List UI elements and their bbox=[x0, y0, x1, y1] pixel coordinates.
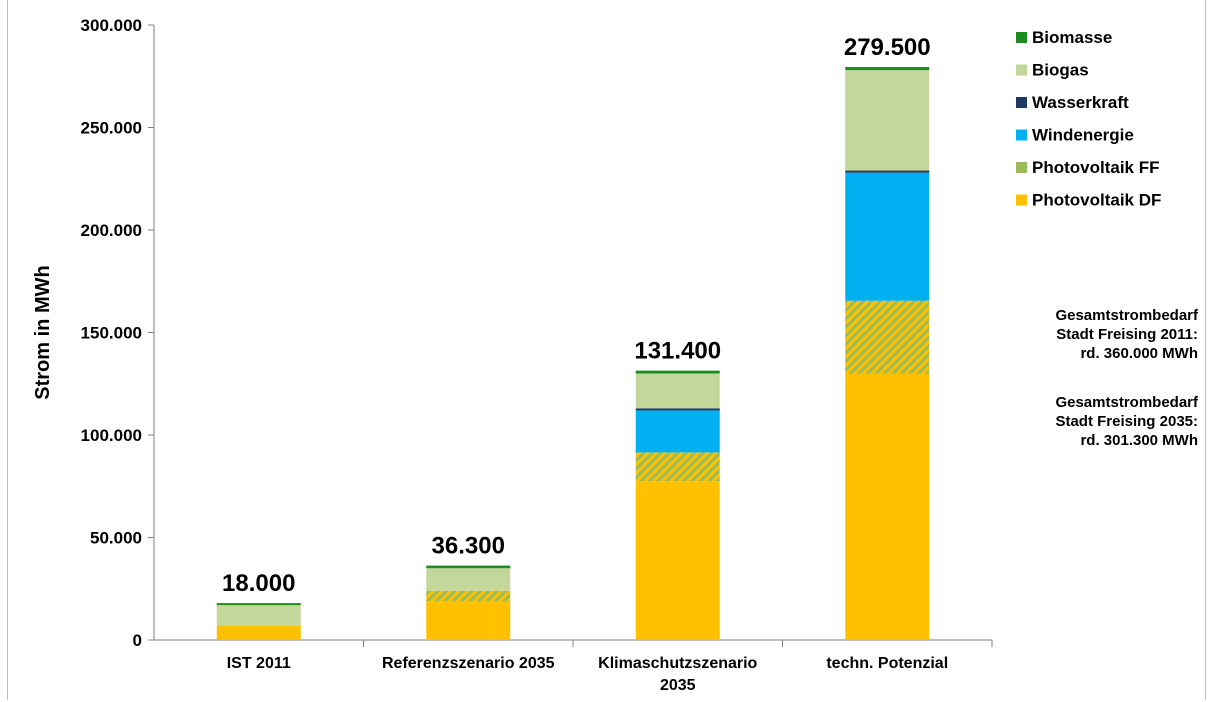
bar-segment-wasserkraft bbox=[845, 170, 930, 173]
bar-segment-photovoltaik-df bbox=[845, 373, 930, 640]
total-data-label: 18.000 bbox=[222, 570, 295, 597]
bar-segment-photovoltaik-df bbox=[216, 625, 301, 640]
labels: IST 2011 18.000 Referenzszenario 2035 36.30… bbox=[222, 34, 948, 694]
annotation-text: Gesamtstrombedarf bbox=[1055, 307, 1199, 324]
y-tick-label: 250.000 bbox=[81, 119, 142, 138]
x-tick-label: 2035 bbox=[660, 677, 696, 694]
legend-label: Photovoltaik FF bbox=[1032, 158, 1160, 177]
annotation-text: rd. 360.000 MWh bbox=[1080, 345, 1198, 362]
legend-label: Photovoltaik DF bbox=[1032, 191, 1161, 210]
legend-swatch bbox=[1016, 97, 1027, 108]
annotation-text: rd. 301.300 MWh bbox=[1080, 432, 1198, 449]
x-tick-label: Klimaschutzszenario bbox=[598, 655, 757, 672]
y-tick-label: 150.000 bbox=[81, 324, 142, 343]
legend-swatch bbox=[1016, 194, 1027, 206]
bar-segment-windenergie bbox=[845, 172, 930, 301]
bar-segment-wasserkraft bbox=[635, 408, 720, 411]
bar-segment-photovoltaik-ff bbox=[426, 590, 511, 602]
x-tick-label: techn. Potenzial bbox=[826, 655, 948, 672]
y-tick-label: 100.000 bbox=[81, 426, 142, 445]
bar-segment-biomasse bbox=[426, 565, 511, 569]
legend-swatch bbox=[1016, 32, 1027, 43]
annotations: Gesamtstrombedarf Stadt Freising 2011: rd.… bbox=[1055, 307, 1199, 449]
bar-segment-biogas bbox=[635, 373, 720, 409]
bar-segment-biomasse bbox=[635, 370, 720, 374]
bar-segment-biomasse bbox=[216, 603, 301, 606]
bar-segment-photovoltaik-ff bbox=[635, 452, 720, 482]
y-tick-label: 50.000 bbox=[90, 529, 142, 548]
legend-label: Biogas bbox=[1032, 61, 1089, 80]
y-tick-label: 200.000 bbox=[81, 221, 142, 240]
bar-segment-photovoltaik-df bbox=[426, 601, 511, 640]
legend-swatch bbox=[1016, 64, 1027, 76]
y-axis-title: Strom in MWh bbox=[32, 265, 54, 399]
x-tick-label: IST 2011 bbox=[227, 655, 291, 672]
y-tick-label: 300.000 bbox=[81, 16, 142, 35]
legend-label: Wasserkraft bbox=[1032, 93, 1129, 112]
y-tick-label: 0 bbox=[133, 631, 142, 650]
bar-segment-photovoltaik-df bbox=[635, 481, 720, 640]
legend-label: Windenergie bbox=[1032, 126, 1134, 145]
bars bbox=[216, 67, 930, 640]
bar-segment-biogas bbox=[426, 568, 511, 591]
bar-segment-windenergie bbox=[635, 410, 720, 453]
total-data-label: 279.500 bbox=[844, 34, 931, 61]
legend-label: Biomasse bbox=[1032, 28, 1112, 47]
bar-segment-biogas bbox=[216, 605, 301, 626]
legend: Biomasse Biogas Wasserkraft Windenergie Phot… bbox=[1016, 28, 1161, 210]
total-data-label: 131.400 bbox=[634, 338, 721, 365]
legend-swatch bbox=[1016, 129, 1027, 141]
annotation-text: Stadt Freising 2011: bbox=[1056, 326, 1198, 343]
chart-frame bbox=[7, 0, 1206, 700]
annotation-text: Gesamtstrombedarf bbox=[1055, 394, 1199, 411]
total-data-label: 36.300 bbox=[432, 533, 505, 560]
annotation-text: Stadt Freising 2035: bbox=[1055, 413, 1198, 430]
bar-segment-photovoltaik-ff bbox=[845, 300, 930, 374]
axes: 0 50.000 100.000 150.000 200.000 250.000 300.0… bbox=[32, 16, 993, 650]
legend-swatch bbox=[1016, 162, 1027, 173]
x-tick-label: Referenzszenario 2035 bbox=[382, 655, 555, 672]
bar-segment-biogas bbox=[845, 70, 930, 171]
bar-segment-biomasse bbox=[845, 67, 930, 71]
